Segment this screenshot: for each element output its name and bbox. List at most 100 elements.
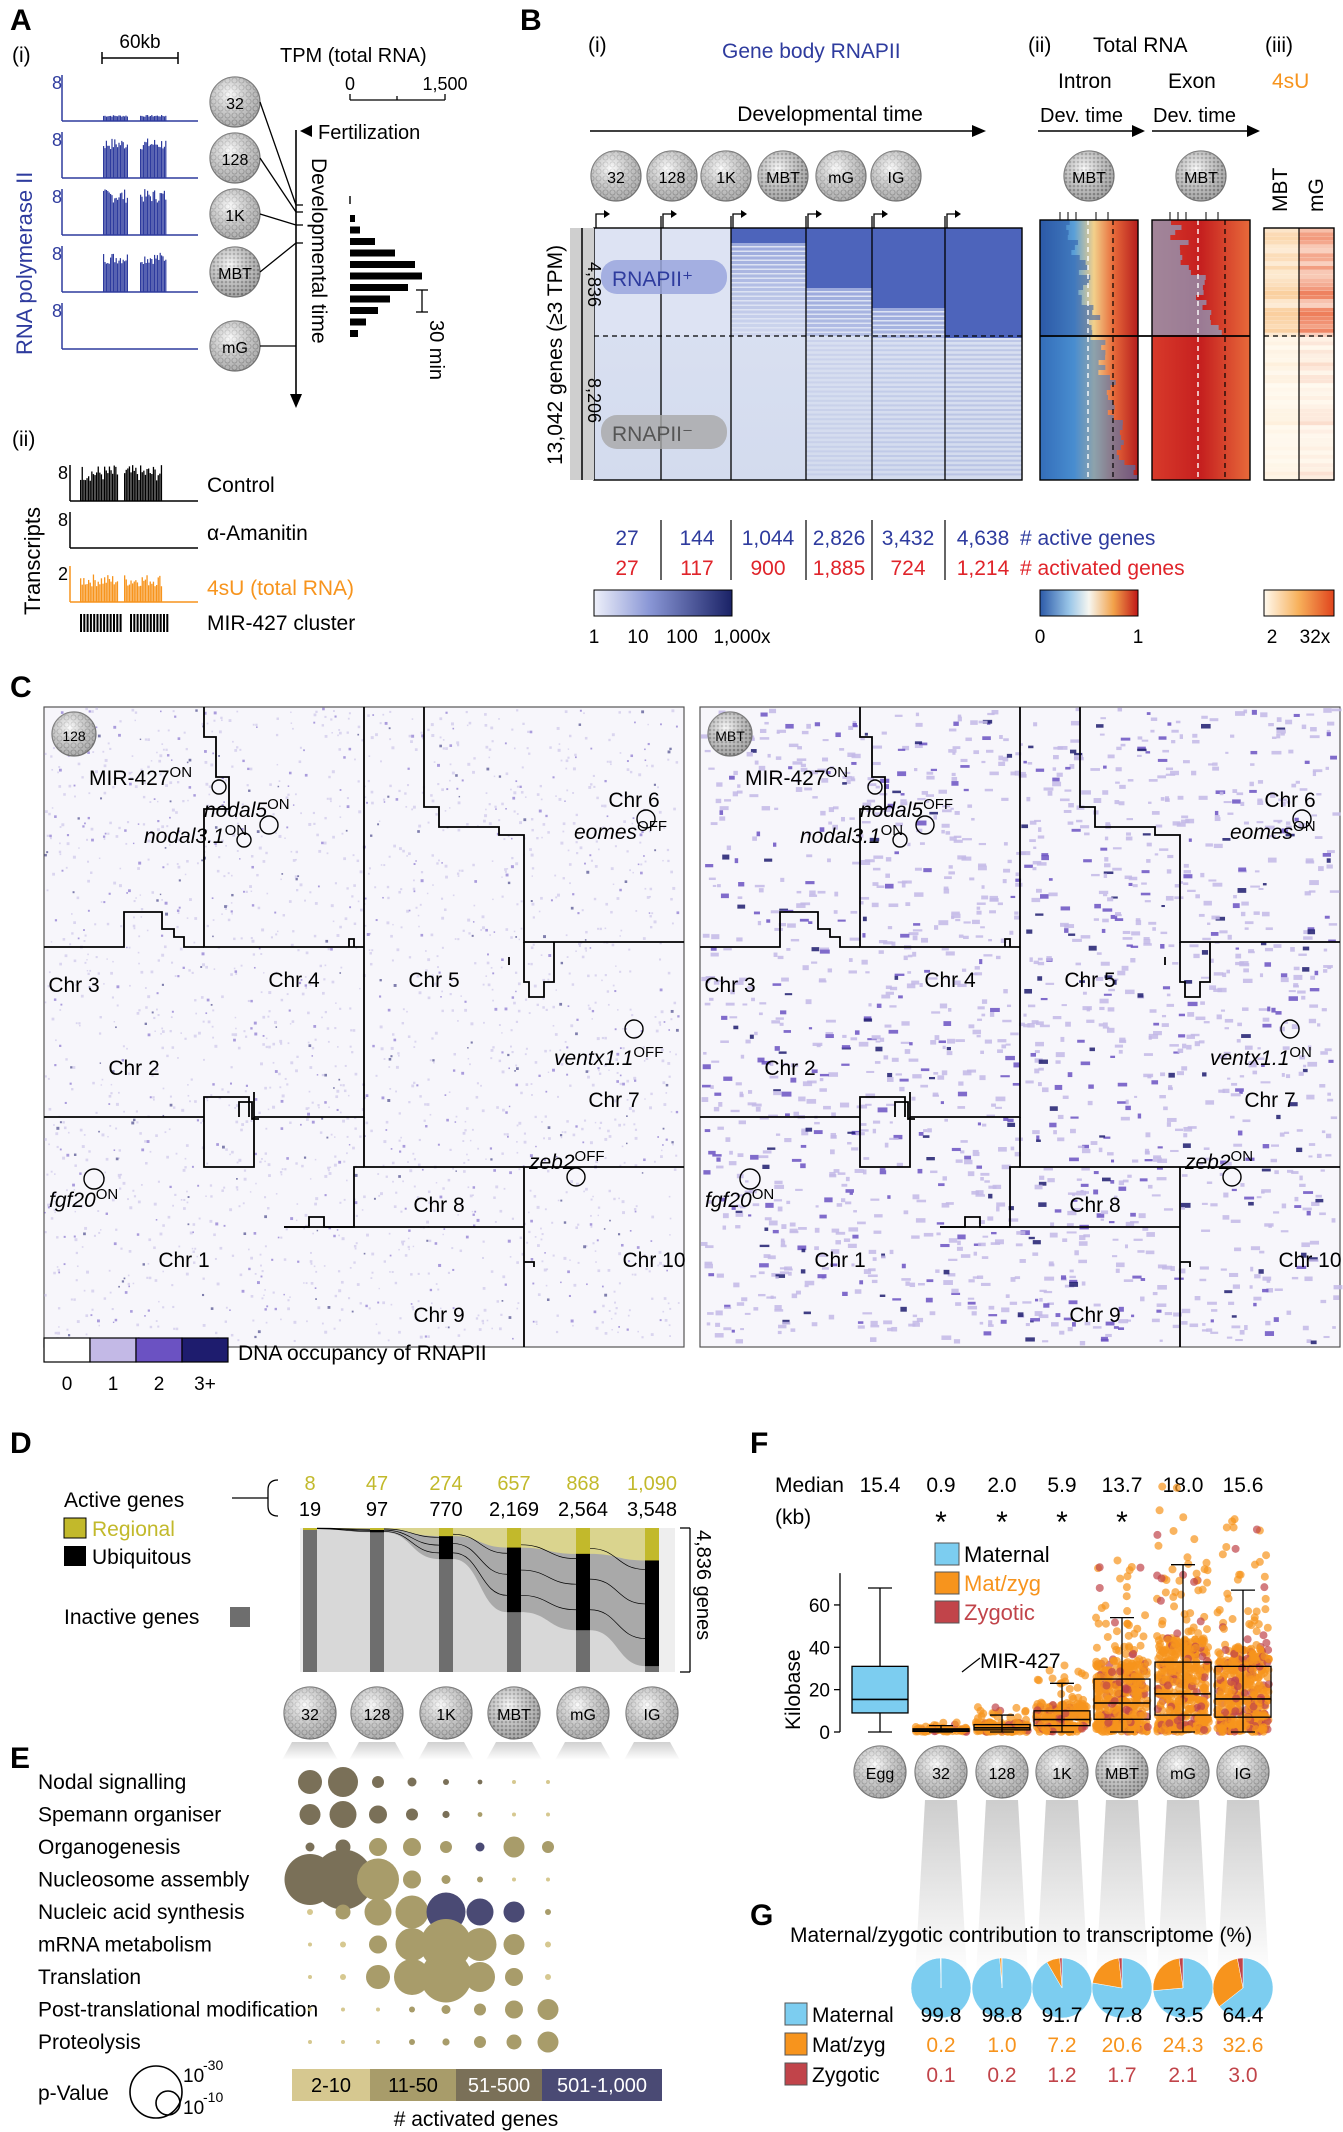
devtime-exon: Dev. time (1153, 105, 1236, 127)
gene-state: OFF (633, 1044, 663, 1061)
go-term-1: Spemann organiser (38, 1804, 221, 1827)
sub-label-a-i: (i) (12, 44, 31, 67)
sankey-embryo-mG: mG (556, 1686, 610, 1740)
pvalue-small-circle (155, 2090, 181, 2116)
occupancy-legend: DNA occupancy of RNAPII 0 1 2 3+ (43, 1337, 487, 1395)
go-dot (512, 1780, 516, 1784)
signal-3 (103, 252, 167, 292)
go-dot (340, 1974, 346, 1980)
ytick-20: 20 (809, 1681, 830, 1702)
active-count-3: 2,826 (813, 527, 866, 550)
bins-title: # activated genes (394, 2108, 559, 2131)
track-max-3: 8 (52, 244, 62, 264)
heatmap-stage-embryos: 32 128 1K MBT mG IG (590, 150, 922, 202)
scale1-1: 1 (589, 627, 600, 648)
scale2-0: 0 (1035, 627, 1046, 648)
g-value-1-5: 32.6 (1223, 2034, 1264, 2057)
scale2-1: 1 (1133, 627, 1144, 648)
pie-MBT (1091, 1957, 1153, 2019)
stage-label: 128 (989, 1766, 1016, 1783)
go-dot (477, 1779, 483, 1785)
tpm-bar (350, 284, 408, 291)
stage-label: mG (222, 340, 248, 357)
gene-state: ON (1289, 1044, 1312, 1061)
sankey-embryo-1K: 1K (419, 1686, 473, 1740)
significance-star-3: * (1056, 1506, 1068, 1539)
sankey-node-inactive (370, 1528, 384, 1672)
go-dot (503, 1836, 525, 1858)
gene-body-title: Gene body RNAPII (722, 40, 901, 63)
chromosome-label-9: Chr 9 (413, 1304, 464, 1327)
bins-legend: 2-10 11-50 51-500 501-1,000 # activated … (292, 2069, 662, 2131)
ubiquitous-count-0: 19 (299, 1499, 321, 1521)
inactive-label: Inactive genes (64, 1606, 199, 1629)
sankey-node-inactive (303, 1528, 317, 1672)
gene-state: ON (752, 1186, 775, 1203)
transcripts-label: Transcripts (20, 507, 45, 615)
pvalue-big-circle (129, 2065, 183, 2119)
median-2: 2.0 (987, 1474, 1016, 1497)
tpm-bar (350, 272, 422, 280)
legend-matzyg: Mat/zyg (964, 1571, 1041, 1596)
active-count-2: 1,044 (742, 527, 795, 550)
g-value-1-2: 7.2 (1047, 2034, 1076, 2057)
chromosome-boundaries (44, 707, 684, 1347)
activated-count-1: 117 (680, 557, 713, 580)
chromosome-label-6: Chr 6 (608, 789, 659, 812)
regional-count-2: 274 (429, 1473, 462, 1495)
gene-state: ON (826, 764, 849, 781)
go-dot (442, 2038, 450, 2046)
boxplot-embryo-1K: 1K (1035, 1745, 1089, 1799)
embryo-1K: 1K (209, 188, 261, 240)
activated-genes-label: # activated genes (1020, 557, 1185, 580)
stage-label: MBT (497, 1707, 531, 1724)
go-term-3: Nucleosome assembly (38, 1869, 250, 1892)
stage-label: 32 (932, 1766, 950, 1783)
active-genes-label: # active genes (1020, 527, 1155, 550)
go-dot (307, 1909, 313, 1915)
boxplot-mG (1153, 1482, 1213, 1736)
regional-count-5: 1,090 (627, 1473, 677, 1495)
go-dot (305, 1842, 315, 1852)
stage-label: mG (828, 170, 854, 187)
go-dot (409, 2039, 415, 2045)
activated-count-3: 1,885 (813, 557, 866, 580)
go-dot (369, 1838, 387, 1856)
panel-label-b: B (520, 4, 542, 37)
gene-mir-427: MIR-427ON (89, 764, 227, 795)
go-dot (442, 1810, 450, 1819)
gene-counts: 27 144 1,044 2,826 3,432 4,638 27 117 900 1,885 72… (615, 520, 1010, 580)
g-row-matzyg: Mat/zyg (812, 2034, 886, 2057)
go-dot (443, 1779, 449, 1785)
chromosome-label-9: Chr 9 (1069, 1304, 1120, 1327)
go-dot (341, 2007, 345, 2012)
go-dot (376, 2040, 380, 2044)
go-dot (407, 1777, 417, 1787)
heatmap-embryo-mG: mG (815, 150, 867, 202)
occupancy-pixels (44, 707, 680, 1343)
go-dot (299, 1804, 321, 1825)
g-value-2-1: 0.2 (987, 2064, 1016, 2087)
g-value-1-0: 0.2 (926, 2034, 955, 2057)
embryo-128: 128 (209, 132, 261, 184)
pie-mG (1152, 1957, 1214, 2019)
tpm-bar (350, 261, 415, 268)
total-genes-label: 4,836 genes (692, 1530, 714, 1640)
sankey-stage-embryos: 32 128 1K MBT mG IG (283, 1686, 679, 1740)
sankey-node-regional (439, 1528, 453, 1537)
panel-label-c: C (10, 671, 32, 704)
stage-label: IG (888, 170, 905, 187)
gene-name: eomesOFF (574, 818, 667, 844)
go-term-8: Proteolysis (38, 2031, 141, 2054)
gene-name: fgf20ON (49, 1186, 118, 1212)
active-count-1: 144 (679, 527, 714, 550)
sankey-embryo-32: 32 (283, 1686, 337, 1740)
stage-label: 128 (222, 152, 249, 169)
sankey-node-regional (370, 1528, 384, 1530)
gene-state: OFF (575, 1148, 605, 1165)
boxplot-embryo-32: 32 (914, 1745, 968, 1799)
activated-count-0: 27 (615, 557, 638, 580)
go-dot (546, 1812, 550, 1817)
tpm-tick-0: 0 (345, 74, 355, 94)
go-dot (395, 1928, 429, 1961)
